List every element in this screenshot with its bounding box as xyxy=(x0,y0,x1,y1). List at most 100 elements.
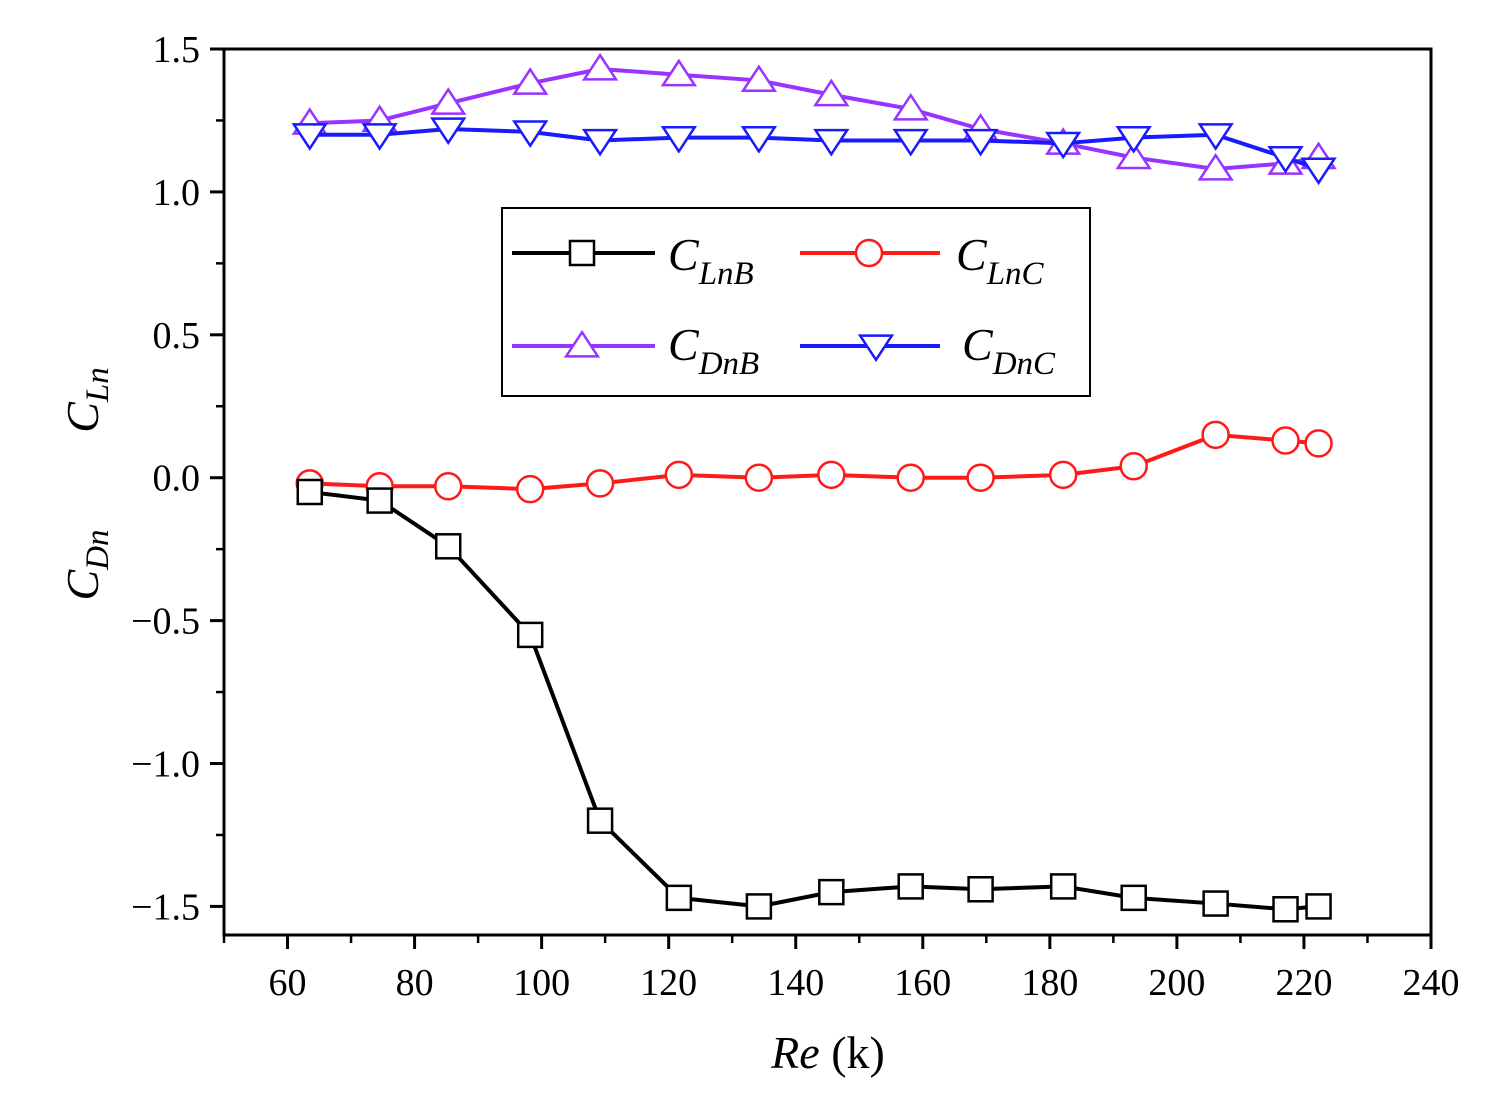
data-point xyxy=(1115,126,1152,154)
data-point xyxy=(291,123,328,151)
data-point xyxy=(361,123,398,151)
series-CLnB xyxy=(296,478,1332,923)
legend-marker xyxy=(563,329,601,358)
series-layer xyxy=(291,52,1337,923)
legend-item-CLnC: CLnC xyxy=(800,229,1045,292)
legend-marker xyxy=(568,239,596,267)
data-point xyxy=(892,92,929,121)
y-axis-title-lift-main: C xyxy=(57,401,108,433)
legend-label-sub: DnC xyxy=(992,346,1056,382)
data-point xyxy=(1197,152,1234,181)
legend-label-sub: DnB xyxy=(698,346,760,382)
data-point xyxy=(744,463,774,492)
data-point xyxy=(740,126,778,154)
series-CLnC xyxy=(295,420,1333,504)
y-axis-title-lift: CLn xyxy=(57,367,116,433)
y-axis-title-drag-main: C xyxy=(57,569,108,601)
data-point xyxy=(1044,131,1082,160)
data-point xyxy=(430,117,467,146)
y-tick-label: 1.5 xyxy=(153,29,201,71)
legend-marker xyxy=(854,238,884,268)
legend-label-main: C xyxy=(668,319,700,370)
data-point xyxy=(1201,420,1230,450)
data-point xyxy=(892,128,929,157)
y-axis-title-lift-sub: Ln xyxy=(80,367,116,403)
data-point xyxy=(745,893,773,920)
x-tick-label: 180 xyxy=(1021,962,1078,1004)
data-point xyxy=(1271,426,1300,455)
data-point xyxy=(1048,460,1078,490)
legend-item-CDnC: CDnC xyxy=(800,319,1056,382)
data-point xyxy=(813,78,850,107)
legend-label: CDnC xyxy=(962,319,1056,382)
legend-label: CLnC xyxy=(956,229,1045,292)
data-point xyxy=(1300,157,1337,186)
series-CDnB xyxy=(291,52,1337,181)
data-point xyxy=(1267,146,1304,174)
data-point xyxy=(433,472,463,501)
data-point xyxy=(1119,452,1148,481)
x-tick-label: 100 xyxy=(513,962,570,1004)
data-point xyxy=(1049,873,1077,900)
legend-label: CDnB xyxy=(668,319,759,382)
y-tick-label: 1.0 xyxy=(153,172,201,214)
data-point xyxy=(660,58,698,87)
data-point xyxy=(818,878,845,906)
y-axis-title: CLn CDn xyxy=(57,367,116,600)
data-point xyxy=(1304,429,1333,458)
legend-item-CDnB: CDnB xyxy=(512,319,759,382)
data-point xyxy=(817,460,846,490)
data-point xyxy=(512,120,549,148)
data-point xyxy=(962,128,999,157)
data-point xyxy=(586,807,614,834)
data-point xyxy=(660,126,698,154)
y-tick-label: −1.5 xyxy=(131,886,200,928)
data-point xyxy=(664,460,694,490)
x-tick-label: 160 xyxy=(894,962,951,1004)
legend-label-main: C xyxy=(962,319,994,370)
data-point xyxy=(296,478,324,506)
data-point xyxy=(966,463,995,492)
y-tick-label: 0.5 xyxy=(153,315,201,357)
x-axis-title-italic: Re xyxy=(770,1027,820,1078)
data-point xyxy=(366,487,393,514)
data-point xyxy=(581,128,619,157)
data-point xyxy=(740,64,778,93)
legend-label-sub: LnB xyxy=(698,256,754,292)
y-tick-label: 0.0 xyxy=(153,458,201,500)
x-tick-label: 80 xyxy=(396,962,434,1004)
data-point xyxy=(515,474,545,504)
legend-label-main: C xyxy=(668,229,700,280)
x-tick-label: 60 xyxy=(269,962,307,1004)
y-tick-label: −0.5 xyxy=(131,601,200,643)
legend-label-main: C xyxy=(956,229,988,280)
data-point xyxy=(434,533,462,560)
x-axis: 60 80 100 120 140 160 180 200 220 240 xyxy=(222,935,1460,1004)
data-point xyxy=(1272,896,1299,923)
x-tick-label: 240 xyxy=(1403,962,1460,1004)
data-point xyxy=(665,884,693,912)
legend-marker xyxy=(857,334,895,363)
y-axis: 1.5 1.0 0.5 0.0 −0.5 −1.0 −1.5 xyxy=(131,29,224,928)
x-tick-label: 140 xyxy=(767,962,824,1004)
y-axis-title-drag: CDn xyxy=(57,529,116,600)
data-point xyxy=(1305,893,1332,920)
x-tick-label: 120 xyxy=(640,962,697,1004)
x-axis-title: Re (k) xyxy=(770,1027,885,1078)
data-point xyxy=(516,621,544,649)
y-tick-label: −1.0 xyxy=(131,744,200,786)
data-point xyxy=(581,52,619,81)
data-point xyxy=(1115,141,1152,170)
legend-box xyxy=(501,207,1091,397)
x-axis-title-unit: (k) xyxy=(820,1027,885,1078)
data-point xyxy=(1202,890,1229,917)
data-point xyxy=(585,469,615,498)
x-tick-label: 200 xyxy=(1148,962,1205,1004)
data-point xyxy=(512,67,549,95)
data-point xyxy=(813,128,850,157)
legend-item-CLnB: CLnB xyxy=(512,229,754,292)
y-axis-title-drag-sub: Dn xyxy=(80,529,116,570)
data-point xyxy=(896,463,925,492)
